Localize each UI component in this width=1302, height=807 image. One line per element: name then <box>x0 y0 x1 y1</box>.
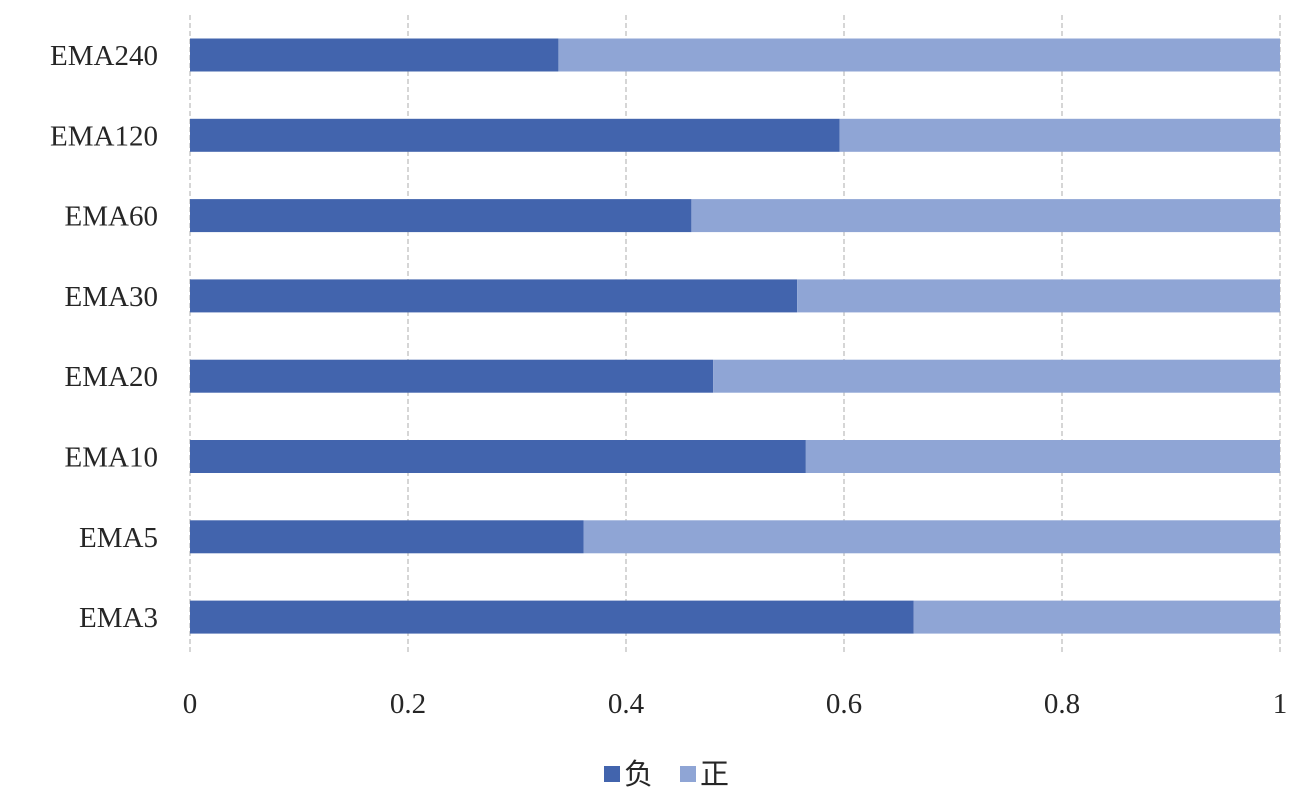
bar-ema30-series-0 <box>190 279 798 313</box>
y-axis-labels: EMA3 EMA5 EMA10 EMA20 EMA30 EMA60 EMA120 EMA240 <box>50 40 158 634</box>
x-axis-labels: 0 0.2 0.4 0.6 0.8 1 <box>183 688 1288 720</box>
bar-ema240-series-0 <box>190 38 559 72</box>
bar-ema3-series-0 <box>190 600 914 634</box>
y-tick-label: EMA10 <box>65 442 158 474</box>
y-tick-label: EMA30 <box>65 281 158 313</box>
bar-ema10-series-1 <box>805 440 1280 473</box>
legend-swatch-1 <box>680 766 696 782</box>
x-tick-label: 1 <box>1273 688 1288 720</box>
legend-swatch-0 <box>604 766 620 782</box>
x-tick-label: 0.2 <box>390 688 426 720</box>
bar-ema240-series-1 <box>558 38 1280 72</box>
gridlines <box>189 15 1281 655</box>
x-tick-label: 0 <box>183 688 198 720</box>
bar-ema20-series-1 <box>713 359 1280 393</box>
bar-ema3-series-1 <box>913 600 1280 634</box>
bars <box>190 38 1280 634</box>
x-tick-label: 0.8 <box>1044 688 1080 720</box>
legend-label-1: 正 <box>700 757 729 791</box>
x-tick-label: 0.6 <box>826 688 862 720</box>
legend: 负正 <box>604 757 729 791</box>
bar-ema5-series-1 <box>583 520 1280 554</box>
y-tick-label: EMA60 <box>65 201 158 233</box>
bar-ema60-series-0 <box>190 199 692 233</box>
bar-ema120-series-0 <box>190 118 840 152</box>
y-tick-label: EMA240 <box>50 40 158 72</box>
bar-ema20-series-0 <box>190 359 714 393</box>
y-tick-label: EMA3 <box>79 602 158 634</box>
y-tick-label: EMA20 <box>65 361 158 393</box>
bar-ema60-series-1 <box>691 199 1280 233</box>
bar-ema10-series-0 <box>190 440 806 473</box>
y-tick-label: EMA120 <box>50 120 158 152</box>
bar-ema30-series-1 <box>797 279 1280 313</box>
y-tick-label: EMA5 <box>79 522 158 554</box>
x-tick-label: 0.4 <box>608 688 645 720</box>
legend-label-0: 负 <box>624 757 653 791</box>
bar-ema120-series-1 <box>839 118 1280 152</box>
bar-ema5-series-0 <box>190 520 584 554</box>
